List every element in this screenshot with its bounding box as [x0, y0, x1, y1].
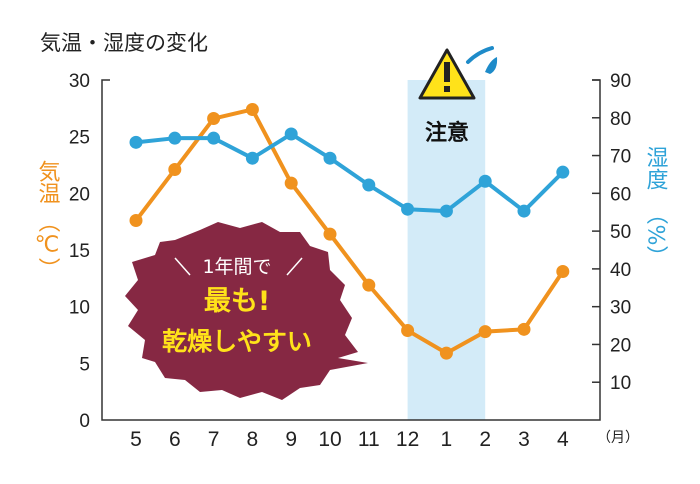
data-point	[362, 278, 376, 292]
x-tick-label: 6	[169, 428, 181, 451]
left-tick-label: 30	[69, 71, 90, 92]
callout-line2: 最も!	[204, 286, 270, 317]
data-point	[401, 323, 415, 337]
right-axis-title: 湿度 （%）	[643, 146, 669, 267]
data-point	[478, 325, 492, 339]
left-tick-label: 10	[69, 298, 90, 319]
right-tick-label: 80	[610, 109, 631, 130]
data-point	[401, 202, 415, 216]
right-tick-label: 50	[610, 222, 631, 243]
x-tick-label: 2	[479, 428, 491, 451]
right-axis-unit: （%）	[643, 203, 669, 268]
left-axis-title: 気温 （℃）	[35, 160, 61, 280]
data-point	[284, 127, 298, 141]
right-tick-label: 10	[610, 373, 631, 394]
left-tick-label: 0	[79, 411, 90, 432]
chart-title: 気温・湿度の変化	[40, 31, 208, 55]
series-temperature	[129, 102, 570, 360]
data-point	[284, 176, 298, 190]
left-tick-label: 20	[69, 184, 90, 205]
data-point	[323, 227, 337, 241]
data-point	[517, 204, 531, 218]
callout-line3: 乾燥しやすい	[162, 327, 312, 356]
x-tick-label: 10	[318, 428, 341, 451]
x-tick-label: 12	[396, 428, 419, 451]
data-point	[168, 163, 182, 177]
left-axis-unit: （℃）	[35, 211, 61, 280]
callout-bubble	[125, 222, 368, 400]
callout-line1: 1年間で	[202, 256, 271, 278]
highlight-band	[407, 80, 486, 420]
data-point	[245, 102, 259, 116]
data-point	[517, 322, 531, 336]
x-tick-label: 3	[518, 428, 530, 451]
data-point	[207, 112, 221, 126]
data-point	[439, 346, 453, 360]
x-tick-label: 1	[441, 428, 453, 451]
x-tick-label: 7	[208, 428, 220, 451]
left-tick-label: 25	[69, 128, 90, 149]
right-tick-label: 30	[610, 298, 631, 319]
right-tick-label: 40	[610, 260, 631, 281]
data-point	[323, 151, 337, 165]
x-tick-label: 8	[247, 428, 259, 451]
right-tick-label: 60	[610, 184, 631, 205]
highlight-label: 注意	[425, 120, 469, 146]
series-lines	[129, 102, 570, 360]
x-tick-label: 9	[285, 428, 297, 451]
left-tick-label: 5	[79, 354, 90, 375]
right-tick-label: 20	[610, 335, 631, 356]
warning-icon	[418, 48, 476, 100]
series-line	[135, 132, 565, 214]
data-point	[556, 265, 570, 279]
x-axis-unit: （月）	[597, 430, 639, 446]
data-point	[168, 131, 182, 145]
data-point	[129, 135, 143, 149]
sweat-drop-icon	[466, 46, 498, 74]
data-point	[439, 204, 453, 218]
x-tick-label: 5	[130, 428, 142, 451]
x-tick-label: 4	[557, 428, 569, 451]
data-point	[478, 174, 492, 188]
left-tick-label: 15	[69, 241, 90, 262]
series-humidity	[129, 127, 570, 218]
data-point	[556, 165, 570, 179]
data-point	[245, 151, 259, 165]
data-point	[129, 214, 143, 228]
x-tick-label: 11	[358, 428, 380, 451]
right-tick-label: 70	[610, 147, 631, 168]
right-tick-label: 90	[610, 71, 631, 92]
data-point	[207, 131, 221, 145]
data-point	[362, 178, 376, 192]
left-axis-label: 気温	[35, 160, 61, 204]
right-axis-label: 湿度	[643, 146, 669, 190]
